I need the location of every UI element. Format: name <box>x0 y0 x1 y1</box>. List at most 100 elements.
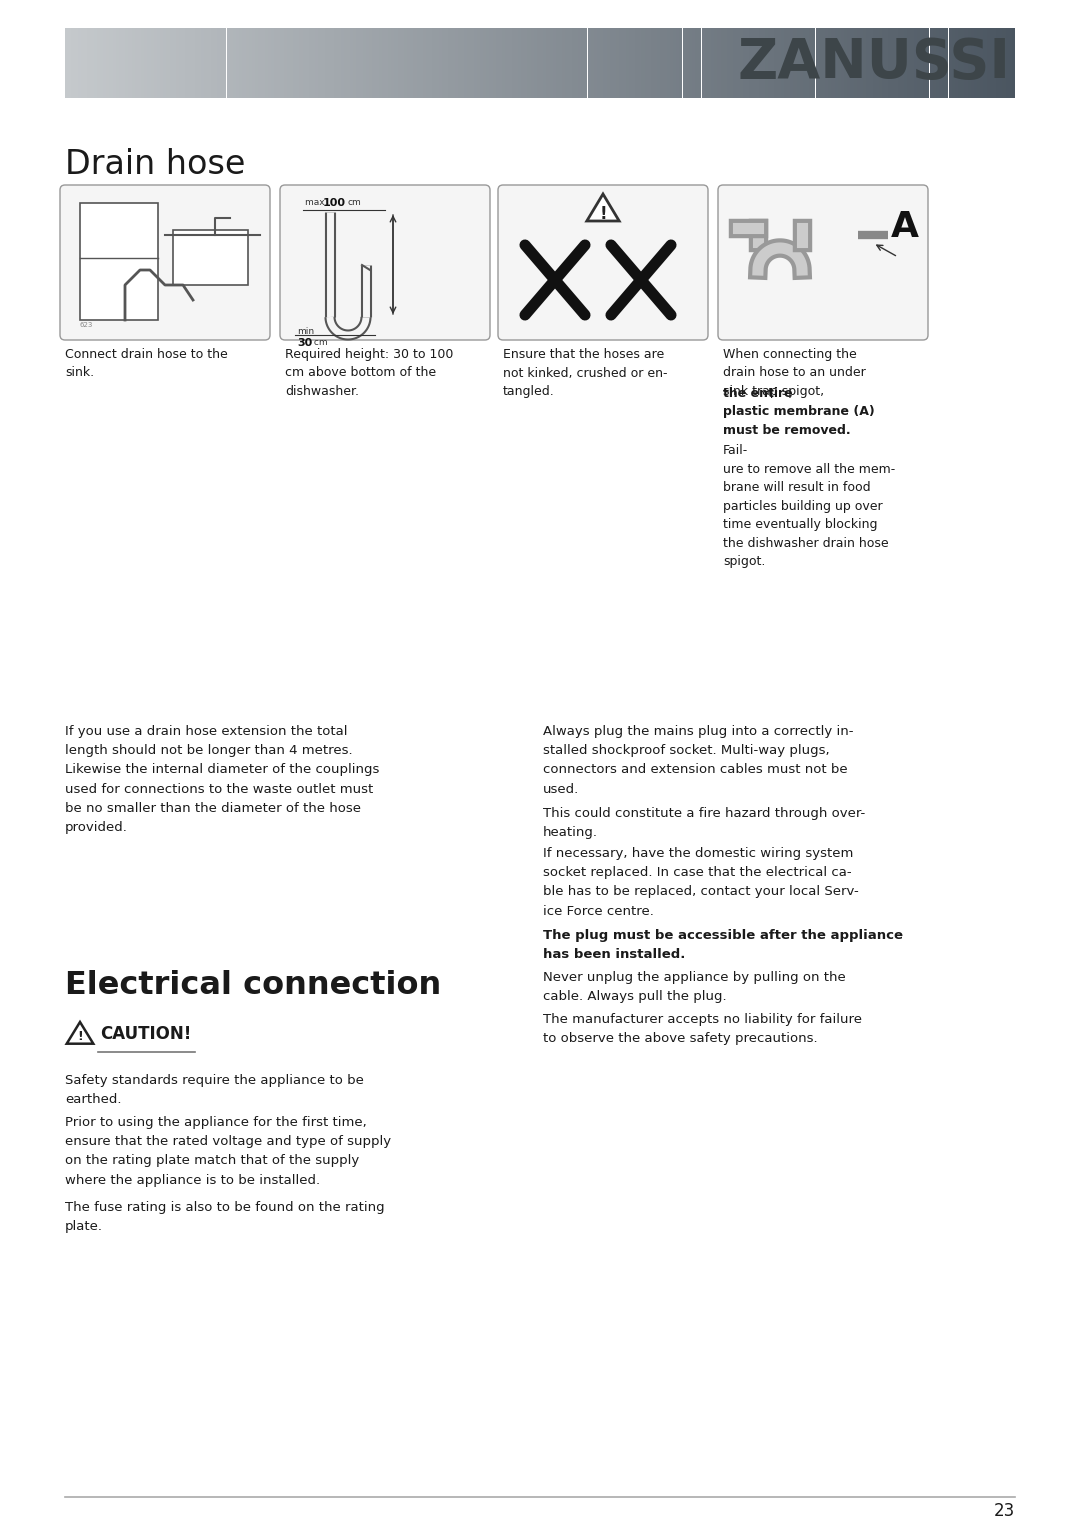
Polygon shape <box>989 28 993 98</box>
Polygon shape <box>642 28 645 98</box>
Polygon shape <box>537 28 540 98</box>
Polygon shape <box>930 28 933 98</box>
Polygon shape <box>758 28 761 98</box>
Polygon shape <box>901 28 904 98</box>
Polygon shape <box>65 28 68 98</box>
Polygon shape <box>939 28 942 98</box>
Polygon shape <box>84 28 87 98</box>
Polygon shape <box>91 28 94 98</box>
Polygon shape <box>245 28 248 98</box>
Polygon shape <box>819 28 822 98</box>
Polygon shape <box>774 28 778 98</box>
Polygon shape <box>886 28 889 98</box>
Polygon shape <box>237 28 239 98</box>
Polygon shape <box>860 28 863 98</box>
Polygon shape <box>281 28 283 98</box>
Polygon shape <box>340 28 343 98</box>
Polygon shape <box>75 28 78 98</box>
Polygon shape <box>442 28 445 98</box>
Polygon shape <box>717 28 720 98</box>
Polygon shape <box>575 28 578 98</box>
Polygon shape <box>401 28 404 98</box>
Text: Safety standards require the appliance to be
earthed.: Safety standards require the appliance t… <box>65 1073 364 1105</box>
Polygon shape <box>309 28 312 98</box>
Polygon shape <box>293 28 296 98</box>
Polygon shape <box>629 28 632 98</box>
Polygon shape <box>917 28 920 98</box>
Text: 23: 23 <box>994 1501 1015 1520</box>
Polygon shape <box>438 28 442 98</box>
Polygon shape <box>109 28 112 98</box>
Polygon shape <box>607 28 610 98</box>
Polygon shape <box>797 28 799 98</box>
Polygon shape <box>812 28 815 98</box>
Polygon shape <box>189 28 191 98</box>
Polygon shape <box>752 28 755 98</box>
Polygon shape <box>692 28 696 98</box>
Polygon shape <box>486 28 489 98</box>
Text: 623: 623 <box>80 323 93 329</box>
Polygon shape <box>68 28 71 98</box>
Polygon shape <box>974 28 977 98</box>
Polygon shape <box>521 28 524 98</box>
FancyBboxPatch shape <box>718 185 928 339</box>
Polygon shape <box>914 28 917 98</box>
Polygon shape <box>426 28 429 98</box>
Polygon shape <box>724 28 727 98</box>
Polygon shape <box>242 28 245 98</box>
Polygon shape <box>502 28 505 98</box>
Polygon shape <box>778 28 781 98</box>
Polygon shape <box>378 28 381 98</box>
Text: !: ! <box>77 1031 83 1043</box>
Polygon shape <box>414 28 417 98</box>
Polygon shape <box>448 28 451 98</box>
Polygon shape <box>676 28 679 98</box>
Polygon shape <box>673 28 676 98</box>
Polygon shape <box>704 28 707 98</box>
Polygon shape <box>625 28 629 98</box>
Polygon shape <box>492 28 496 98</box>
Polygon shape <box>679 28 683 98</box>
Polygon shape <box>835 28 838 98</box>
Polygon shape <box>632 28 635 98</box>
Polygon shape <box>337 28 340 98</box>
Polygon shape <box>584 28 588 98</box>
Polygon shape <box>530 28 534 98</box>
Polygon shape <box>765 28 768 98</box>
Polygon shape <box>173 28 176 98</box>
Polygon shape <box>933 28 936 98</box>
Polygon shape <box>135 28 138 98</box>
Text: A: A <box>891 209 919 245</box>
Polygon shape <box>958 28 961 98</box>
Polygon shape <box>157 28 160 98</box>
Polygon shape <box>942 28 945 98</box>
Polygon shape <box>755 28 758 98</box>
Polygon shape <box>278 28 281 98</box>
Polygon shape <box>470 28 473 98</box>
Polygon shape <box>524 28 527 98</box>
Polygon shape <box>509 28 512 98</box>
Polygon shape <box>737 28 740 98</box>
Polygon shape <box>381 28 384 98</box>
Polygon shape <box>670 28 673 98</box>
Polygon shape <box>404 28 407 98</box>
Polygon shape <box>856 28 860 98</box>
Polygon shape <box>553 28 556 98</box>
Polygon shape <box>802 28 806 98</box>
Polygon shape <box>432 28 435 98</box>
Polygon shape <box>132 28 135 98</box>
Polygon shape <box>67 1021 93 1044</box>
Polygon shape <box>179 28 183 98</box>
Polygon shape <box>207 28 211 98</box>
Text: CAUTION!: CAUTION! <box>100 1024 191 1043</box>
Polygon shape <box>894 28 897 98</box>
Text: cm: cm <box>311 338 327 347</box>
Polygon shape <box>983 28 986 98</box>
Polygon shape <box>451 28 455 98</box>
FancyBboxPatch shape <box>750 228 766 240</box>
Polygon shape <box>170 28 173 98</box>
Polygon shape <box>993 28 996 98</box>
Polygon shape <box>343 28 347 98</box>
Polygon shape <box>248 28 252 98</box>
Polygon shape <box>610 28 612 98</box>
